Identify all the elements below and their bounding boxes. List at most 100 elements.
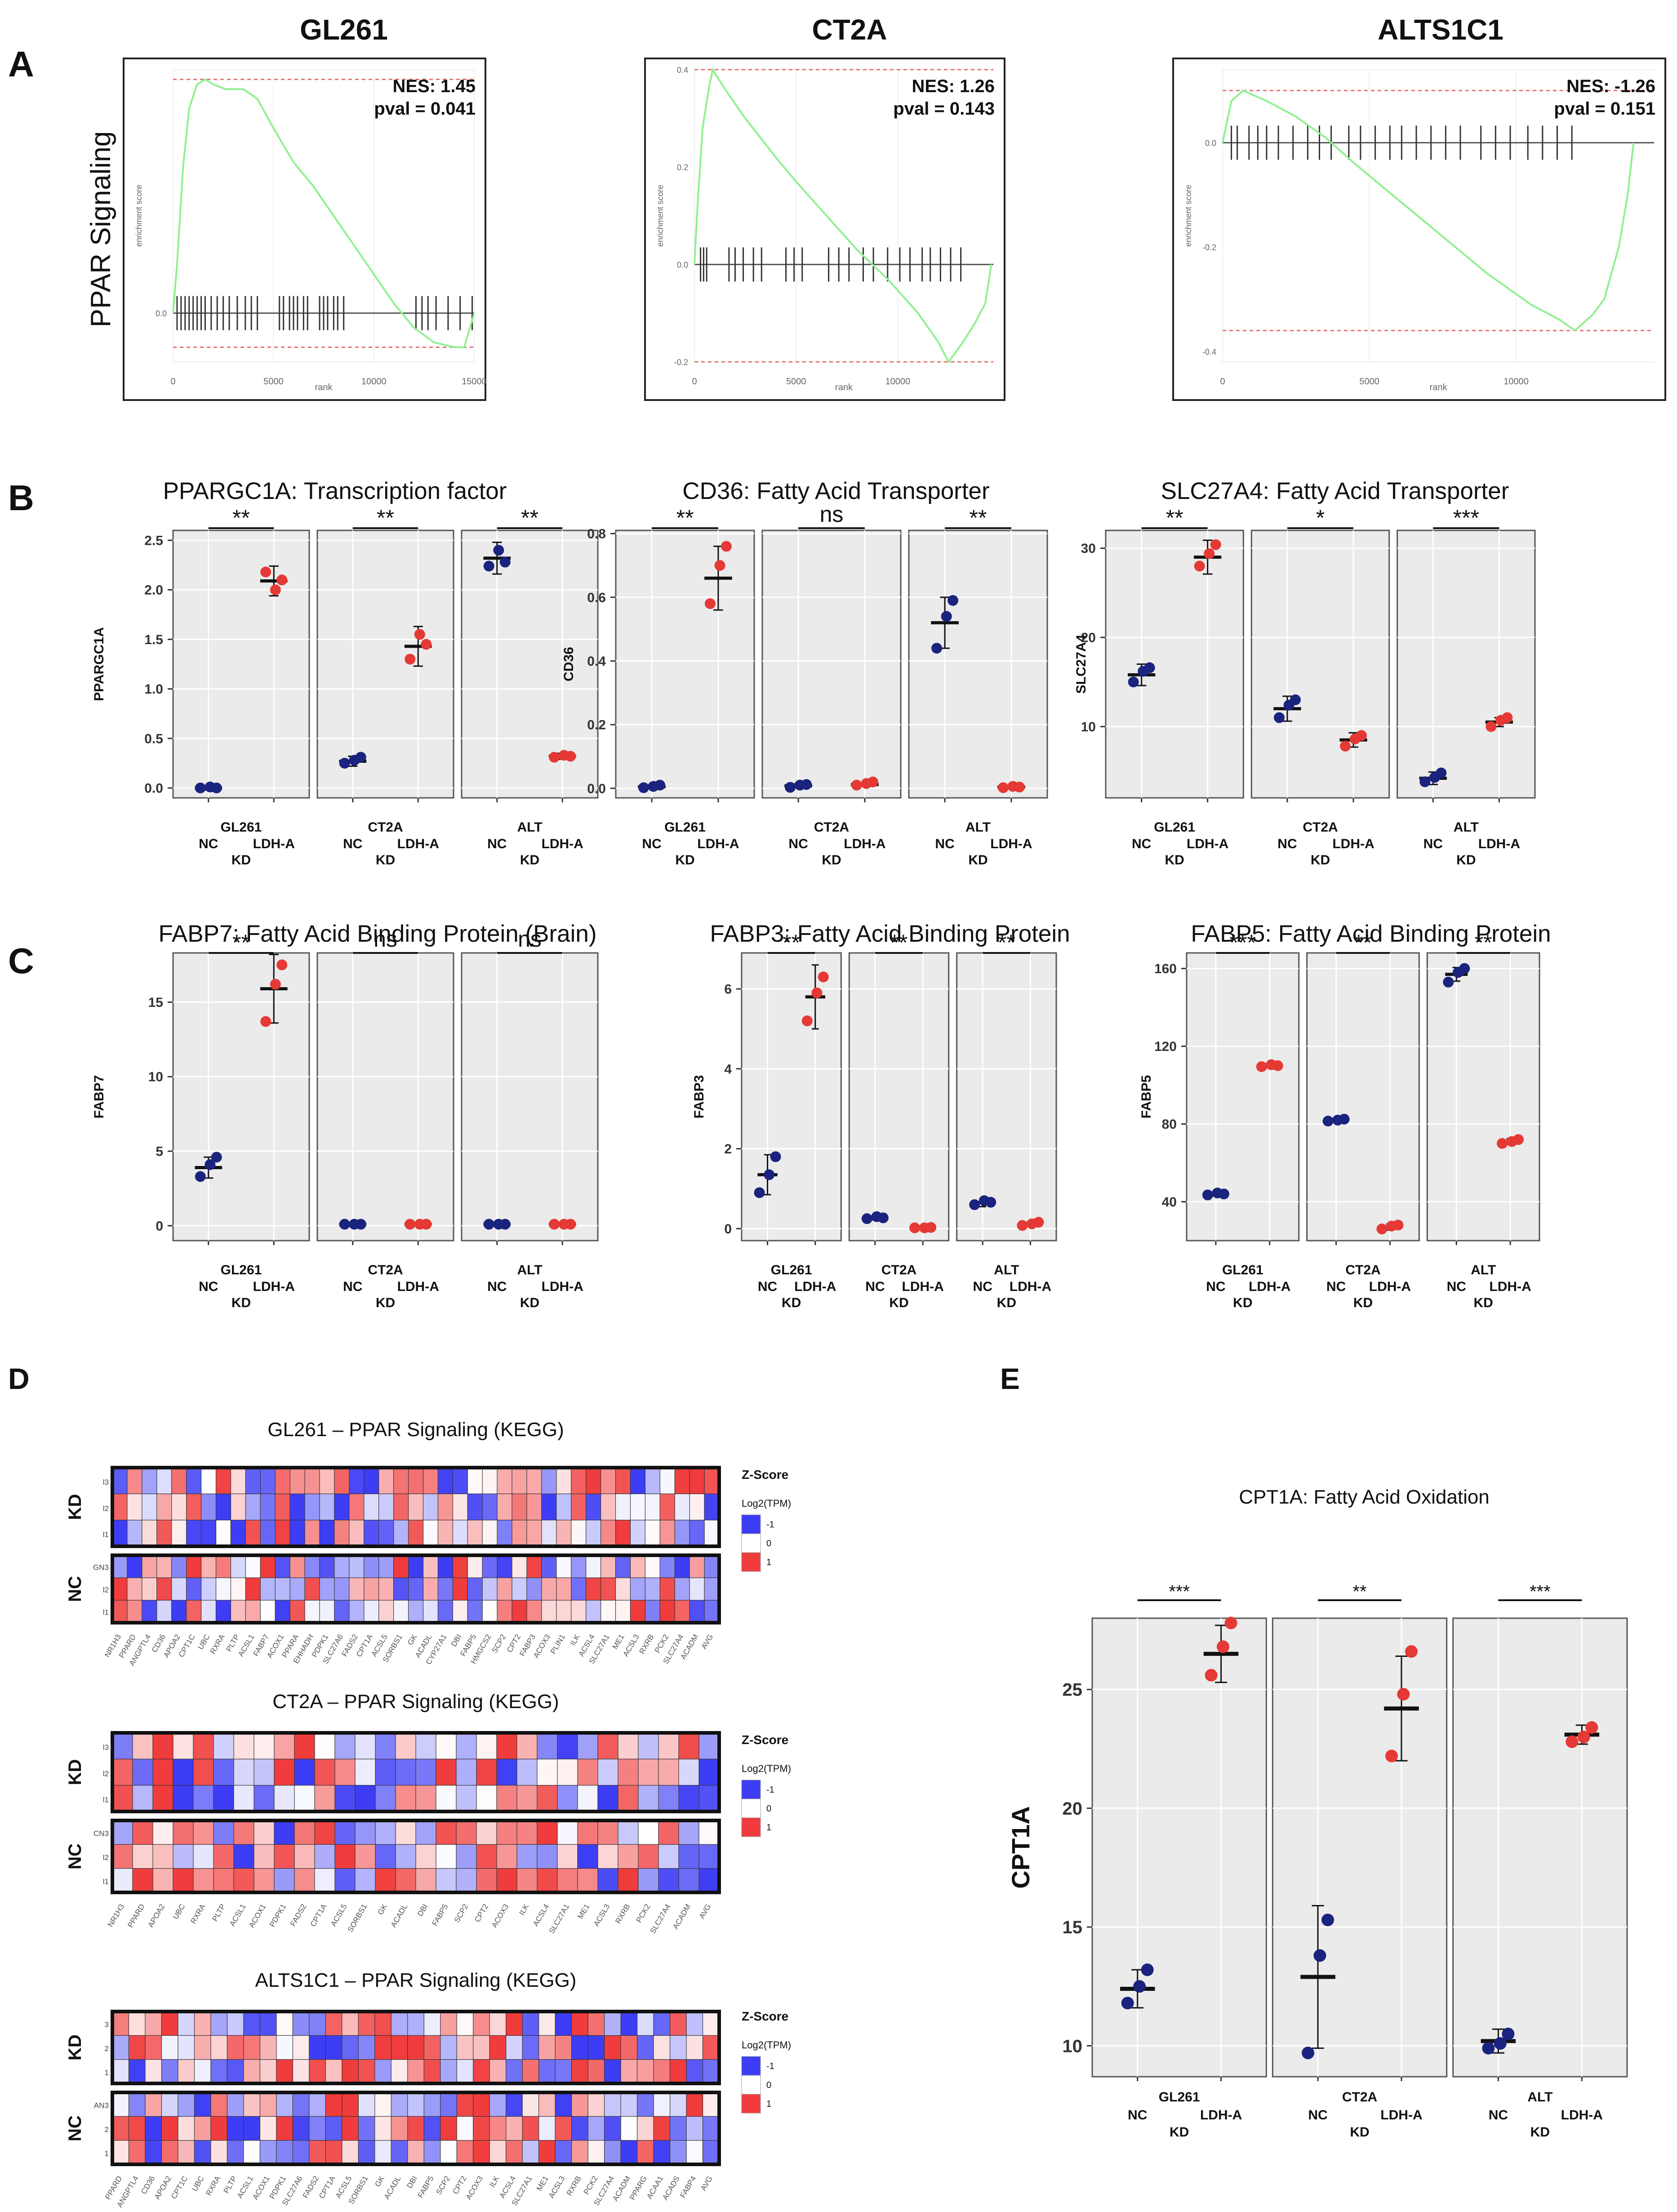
heatmap-cell: [395, 1785, 417, 1812]
ldha-label: LDH-A: [1489, 1279, 1531, 1294]
kd-point: [260, 1016, 271, 1027]
heatmap-cell: [194, 2140, 212, 2165]
heatmap-row-label: 1: [105, 2149, 109, 2158]
kd-point: [1224, 1616, 1237, 1629]
nc-point: [499, 1219, 511, 1230]
panel-label-c: C: [8, 941, 34, 981]
heatmap-cell: [227, 2140, 244, 2165]
heatmap-cell: [186, 1555, 202, 1579]
facet-panel: [461, 530, 599, 799]
heatmap-cell: [289, 1577, 306, 1601]
heatmap-cell: [393, 1467, 409, 1495]
heatmap-cell: [275, 1467, 291, 1495]
heatmap-cell: [659, 1520, 676, 1547]
heatmap-cell: [407, 2092, 425, 2117]
kd-point: [801, 1015, 813, 1027]
heatmap-cell: [586, 1520, 601, 1547]
legend-tick: -1: [766, 1785, 774, 1795]
facet-ct2a: ** CT2A NC LDH-A KD: [1272, 1582, 1448, 2140]
heatmap-nc-block: AN3 2 1 NC: [65, 2091, 721, 2166]
sig-label: ***: [1230, 930, 1256, 955]
kd-point: [1356, 730, 1367, 741]
heatmap-cell: [702, 2092, 720, 2117]
heatmap-cell: [156, 1493, 172, 1521]
heatmap-cell: [358, 2140, 375, 2165]
heatmap-cell: [178, 2035, 195, 2060]
heatmap-cell: [112, 1577, 128, 1601]
heatmap-cell: [604, 2116, 622, 2141]
panel-label-e: E: [1000, 1362, 1020, 1395]
heatmap-cell: [325, 2059, 343, 2084]
heatmap-cell: [600, 1555, 616, 1579]
heatmap-gene-label: UBC: [196, 1633, 211, 1651]
kd-point: [811, 987, 823, 998]
dotplot-ytick: 0: [724, 1222, 732, 1237]
heatmap-kd-block: l3 l2 l1 KD: [65, 1731, 721, 1813]
heatmap-gene-label: CPT2: [473, 1903, 490, 1924]
heatmap-cell: [467, 1600, 483, 1624]
heatmap-cell: [334, 1758, 356, 1786]
dotplot-ytick: 20: [1063, 1799, 1083, 1819]
heatmap-cell: [541, 1467, 557, 1495]
heatmap-cell: [391, 2059, 408, 2084]
heatmap-cell: [415, 1844, 437, 1869]
gsea-pval: pval = 0.151: [1554, 99, 1655, 119]
heatmap-cell: [423, 2035, 441, 2060]
gsea-title: ALTS1C1: [1378, 13, 1504, 46]
legend-subtitle: Log2(TPM): [742, 2039, 791, 2051]
heatmap-cell: [496, 1844, 518, 1869]
heatmap-gene-label: CPT1A: [309, 1902, 329, 1928]
heatmap-cell: [615, 1520, 631, 1547]
heatmap-cell: [378, 1600, 394, 1624]
heatmap-cell: [636, 2011, 654, 2036]
heatmap-cell: [210, 2140, 228, 2165]
heatmap-cell: [653, 2035, 671, 2060]
facet-alt: ** ALT NC LDH-AKD: [1426, 930, 1540, 1310]
kd-point: [260, 566, 271, 578]
heatmap-gene-label: ACOX1: [247, 1903, 267, 1929]
heatmap-cell: [395, 1732, 417, 1760]
facet-panel: [615, 530, 755, 799]
heatmap-group-label: NC: [65, 1576, 85, 1602]
heatmap-cell: [452, 1467, 468, 1495]
nc-point: [770, 1151, 781, 1162]
heatmap-cell: [112, 1520, 128, 1547]
heatmap-cell: [215, 1600, 231, 1624]
heatmap-cell: [393, 1555, 409, 1579]
heatmap-cell: [171, 1555, 187, 1579]
heatmap-cell: [358, 2059, 375, 2084]
heatmap-cell: [437, 1600, 454, 1624]
heatmap-group-label: NC: [65, 2115, 85, 2141]
heatmap-cell: [659, 1555, 676, 1579]
heatmap-cell: [378, 1467, 394, 1495]
heatmap-cell: [355, 1868, 376, 1893]
facet-alt: ** ALT NC LDH-AKD: [461, 505, 599, 868]
kd-point: [714, 560, 725, 571]
heatmap-legend: Z-Score Log2(TPM) -1 0 1: [741, 1468, 791, 1572]
heatmap-cell: [274, 1844, 295, 1869]
heatmap-cell: [577, 1732, 599, 1760]
heatmap-gene-label: ILK: [569, 1633, 582, 1647]
heatmap-cell: [456, 2140, 474, 2165]
heatmap-cell: [489, 2011, 507, 2036]
kd-label: KD: [1456, 853, 1476, 868]
legend-tick: 1: [766, 2099, 771, 2109]
legend-tick: -1: [766, 1520, 774, 1530]
heatmap-cell: [355, 1844, 376, 1869]
heatmap-cell: [200, 1467, 217, 1495]
heatmap-cell: [314, 1844, 336, 1869]
heatmap-cell: [618, 1785, 639, 1812]
heatmap-cell: [456, 2035, 474, 2060]
heatmap-cell: [537, 1732, 558, 1760]
heatmap-cell: [233, 1758, 255, 1786]
facet-panel: [1272, 1617, 1448, 2078]
heatmap-cell: [678, 1820, 700, 1845]
heatmap-cell: [227, 2011, 244, 2036]
kd-point: [1385, 1749, 1398, 1762]
nc-label: NC: [1206, 1279, 1225, 1294]
heatmap-gene-label: DBI: [449, 1633, 463, 1648]
heatmap-cell: [537, 1868, 558, 1893]
heatmap-cell: [161, 2116, 179, 2141]
heatmap-cell: [537, 1758, 558, 1786]
nc-label: NC: [642, 837, 661, 851]
